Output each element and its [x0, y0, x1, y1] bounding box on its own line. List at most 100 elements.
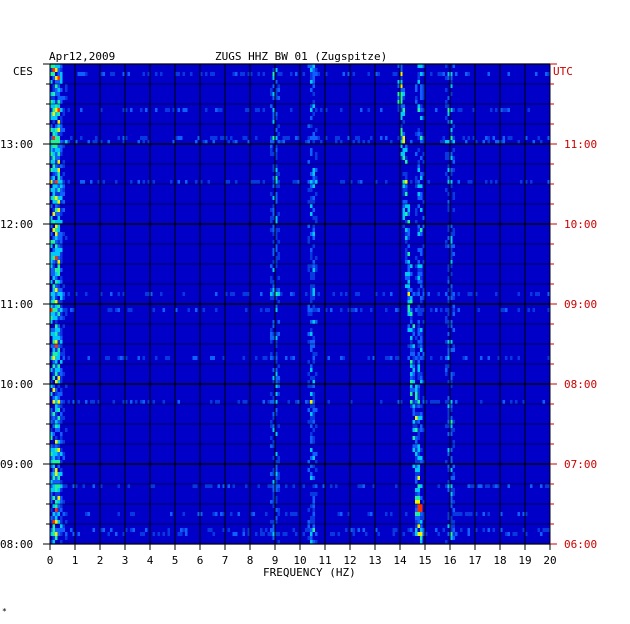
heat-cell [275, 88, 278, 92]
heat-cell [447, 356, 450, 360]
heat-cell [295, 400, 298, 404]
heat-cell [462, 356, 465, 360]
heat-cell [167, 356, 170, 360]
heat-cell [50, 540, 53, 544]
heat-cell [57, 80, 60, 84]
heat-cell [275, 496, 278, 500]
heat-cell [55, 396, 58, 400]
heat-cell [307, 136, 310, 140]
heat-cell [52, 336, 55, 340]
heat-cell [272, 96, 275, 100]
heat-cell [140, 400, 143, 404]
heat-cell [275, 532, 278, 536]
heat-cell [50, 356, 53, 360]
heat-cell [57, 424, 60, 428]
heat-cell [187, 308, 190, 312]
heat-cell [417, 168, 420, 172]
heat-cell [407, 284, 410, 288]
heat-cell [410, 320, 413, 324]
heat-cell [402, 224, 405, 228]
heat-cell [410, 308, 413, 312]
heat-cell [475, 140, 478, 144]
heat-cell [447, 332, 450, 336]
heat-cell [192, 356, 195, 360]
heat-cell [310, 172, 313, 176]
heat-cell [247, 140, 250, 144]
heat-cell [417, 516, 420, 520]
heat-cell [312, 140, 315, 144]
heat-cell [177, 532, 180, 536]
heat-cell [270, 392, 273, 396]
heat-cell [97, 180, 100, 184]
heat-cell [270, 208, 273, 212]
heat-cell [437, 72, 440, 76]
heat-cell [52, 156, 55, 160]
heat-cell [452, 492, 455, 496]
heat-cell [180, 528, 183, 532]
heat-cell [207, 484, 210, 488]
heat-cell [420, 248, 423, 252]
heat-cell [312, 100, 315, 104]
heat-cell [82, 72, 85, 76]
heat-cell [57, 532, 60, 536]
heat-cell [307, 528, 310, 532]
heat-cell [500, 108, 503, 112]
heat-cell [465, 72, 468, 76]
heat-cell [130, 512, 133, 516]
heat-cell [50, 472, 53, 476]
heat-cell [55, 292, 58, 296]
heat-cell [57, 216, 60, 220]
heat-cell [312, 236, 315, 240]
heat-cell [57, 152, 60, 156]
heat-cell [112, 400, 115, 404]
heat-cell [445, 320, 448, 324]
heat-cell [52, 512, 55, 516]
heat-cell [547, 72, 550, 76]
heat-cell [275, 220, 278, 224]
heat-cell [307, 240, 310, 244]
heat-cell [422, 84, 425, 88]
heat-cell [57, 168, 60, 172]
heat-cell [60, 108, 63, 112]
heat-cell [502, 308, 505, 312]
heat-cell [55, 240, 58, 244]
heat-cell [52, 464, 55, 468]
heat-cell [62, 316, 65, 320]
heat-cell [275, 168, 278, 172]
heat-cell [60, 540, 63, 544]
heat-cell [357, 140, 360, 144]
heat-cell [452, 372, 455, 376]
heat-cell [380, 136, 383, 140]
heat-cell [55, 212, 58, 216]
heat-cell [277, 320, 280, 324]
heat-cell [130, 108, 133, 112]
x-tick-label: 20 [543, 554, 556, 567]
heat-cell [55, 468, 58, 472]
heat-cell [50, 492, 53, 496]
heat-cell [210, 356, 213, 360]
heat-cell [542, 528, 545, 532]
heat-cell [332, 532, 335, 536]
heat-cell [312, 376, 315, 380]
heat-cell [277, 212, 280, 216]
heat-cell [445, 188, 448, 192]
heat-cell [177, 400, 180, 404]
heat-cell [60, 144, 63, 148]
heat-cell [62, 408, 65, 412]
heat-cell [50, 240, 53, 244]
heat-cell [450, 236, 453, 240]
heat-cell [492, 528, 495, 532]
heat-cell [52, 480, 55, 484]
heat-cell [310, 152, 313, 156]
heat-cell [260, 528, 263, 532]
heat-cell [55, 304, 58, 308]
heat-cell [417, 132, 420, 136]
heat-cell [52, 132, 55, 136]
heat-cell [55, 256, 58, 260]
heat-cell [407, 204, 410, 208]
heat-cell [255, 356, 258, 360]
heat-cell [312, 492, 315, 496]
heat-cell [417, 452, 420, 456]
heat-cell [255, 532, 258, 536]
heat-cell [52, 316, 55, 320]
